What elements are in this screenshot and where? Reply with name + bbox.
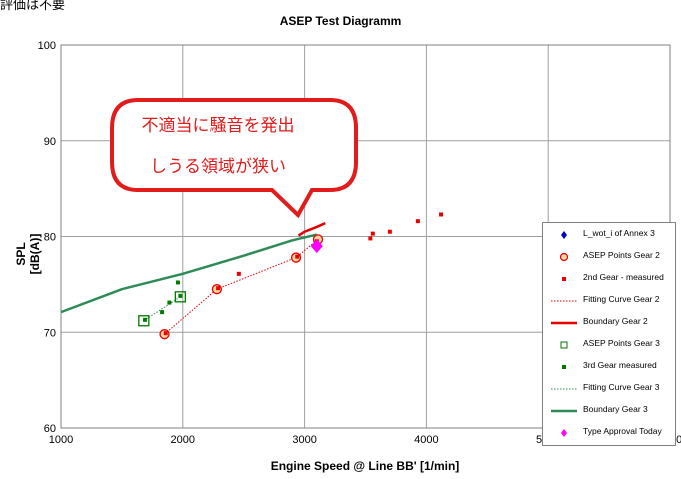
legend-symbol [559, 252, 569, 262]
data-point [368, 236, 373, 241]
y-tick-label: 100 [38, 40, 56, 52]
y-axis-label: SPL [dB(A)] [14, 233, 42, 275]
legend-symbol [562, 365, 566, 369]
x-tick-label: 3000 [292, 434, 316, 446]
legend-item: 2nd Gear - measured [543, 269, 675, 289]
callout-line-2: しうる領域が狭い [150, 157, 286, 177]
chart-legend: L_wot_i of Annex 3 ASEP Points Gear 2 2n… [542, 222, 676, 446]
series-dotted-line [143, 296, 181, 322]
data-point [167, 300, 172, 305]
x-tick-label: 2000 [171, 434, 195, 446]
y-tick-label: 60 [44, 423, 56, 435]
series-line [297, 221, 326, 237]
legend-item: Boundary Gear 3 [543, 401, 675, 421]
legend-item: ASEP Points Gear 3 [543, 335, 675, 355]
legend-item: L_wot_i of Annex 3 [543, 225, 675, 245]
data-point [175, 280, 180, 285]
data-point [163, 331, 168, 336]
legend-item: ASEP Points Gear 2 [543, 247, 675, 267]
header-text: 評価は不要 [0, 0, 66, 13]
data-point [439, 212, 444, 217]
legend-item: Fitting Curve Gear 2 [543, 291, 675, 311]
chart-series [60, 212, 444, 340]
legend-symbol [562, 277, 566, 281]
legend-symbol [561, 231, 567, 239]
callout-shape [110, 98, 358, 219]
legend-item: Fitting Curve Gear 3 [543, 379, 675, 399]
data-point [160, 310, 165, 315]
legend-item: Type Approval Today [543, 423, 675, 443]
legend-symbol [551, 300, 577, 302]
legend-label: L_wot_i of Annex 3 [583, 228, 655, 238]
legend-label: Boundary Gear 2 [583, 316, 648, 326]
data-point [174, 291, 187, 303]
legend-label: 3rd Gear measured [583, 360, 657, 370]
legend-label: Type Approval Today [583, 426, 662, 436]
legend-label: Fitting Curve Gear 2 [583, 294, 660, 304]
data-point [415, 219, 420, 224]
legend-item: Boundary Gear 2 [543, 313, 675, 333]
callout-line-1: 不適当に騒音を発出 [141, 116, 295, 136]
chart-axes: 10002000300040005000600060708090100 [38, 40, 681, 446]
y-tick-label: 80 [44, 232, 56, 244]
data-point [216, 286, 221, 291]
x-axis-label: Engine Speed @ Line BB' [1/min] [270, 459, 460, 473]
legend-label: Fitting Curve Gear 3 [583, 382, 660, 392]
legend-symbol [560, 341, 568, 349]
legend-label: ASEP Points Gear 3 [583, 338, 660, 348]
data-point [236, 271, 241, 276]
y-tick-label: 90 [44, 136, 56, 148]
data-point [295, 254, 300, 259]
data-point [143, 317, 148, 322]
legend-label: 2nd Gear - measured [583, 272, 664, 282]
legend-symbol [551, 409, 577, 413]
y-tick-label: 70 [44, 327, 56, 339]
data-point [178, 293, 183, 298]
legend-symbol [551, 321, 577, 325]
x-tick-label: 1000 [49, 434, 73, 446]
x-tick-label: 4000 [414, 434, 438, 446]
chart-title: ASEP Test Diagramm [279, 14, 402, 28]
series-line [60, 233, 318, 314]
legend-label: Boundary Gear 3 [583, 404, 648, 414]
series-dotted-line [164, 238, 319, 335]
data-point [310, 239, 323, 254]
callout-bubble [110, 98, 358, 219]
data-point [370, 231, 375, 236]
data-point [387, 229, 392, 234]
legend-symbol [561, 429, 567, 437]
legend-label: ASEP Points Gear 2 [583, 250, 660, 260]
legend-item: 3rd Gear measured [543, 357, 675, 377]
data-point [138, 315, 150, 327]
legend-symbol [551, 388, 577, 390]
